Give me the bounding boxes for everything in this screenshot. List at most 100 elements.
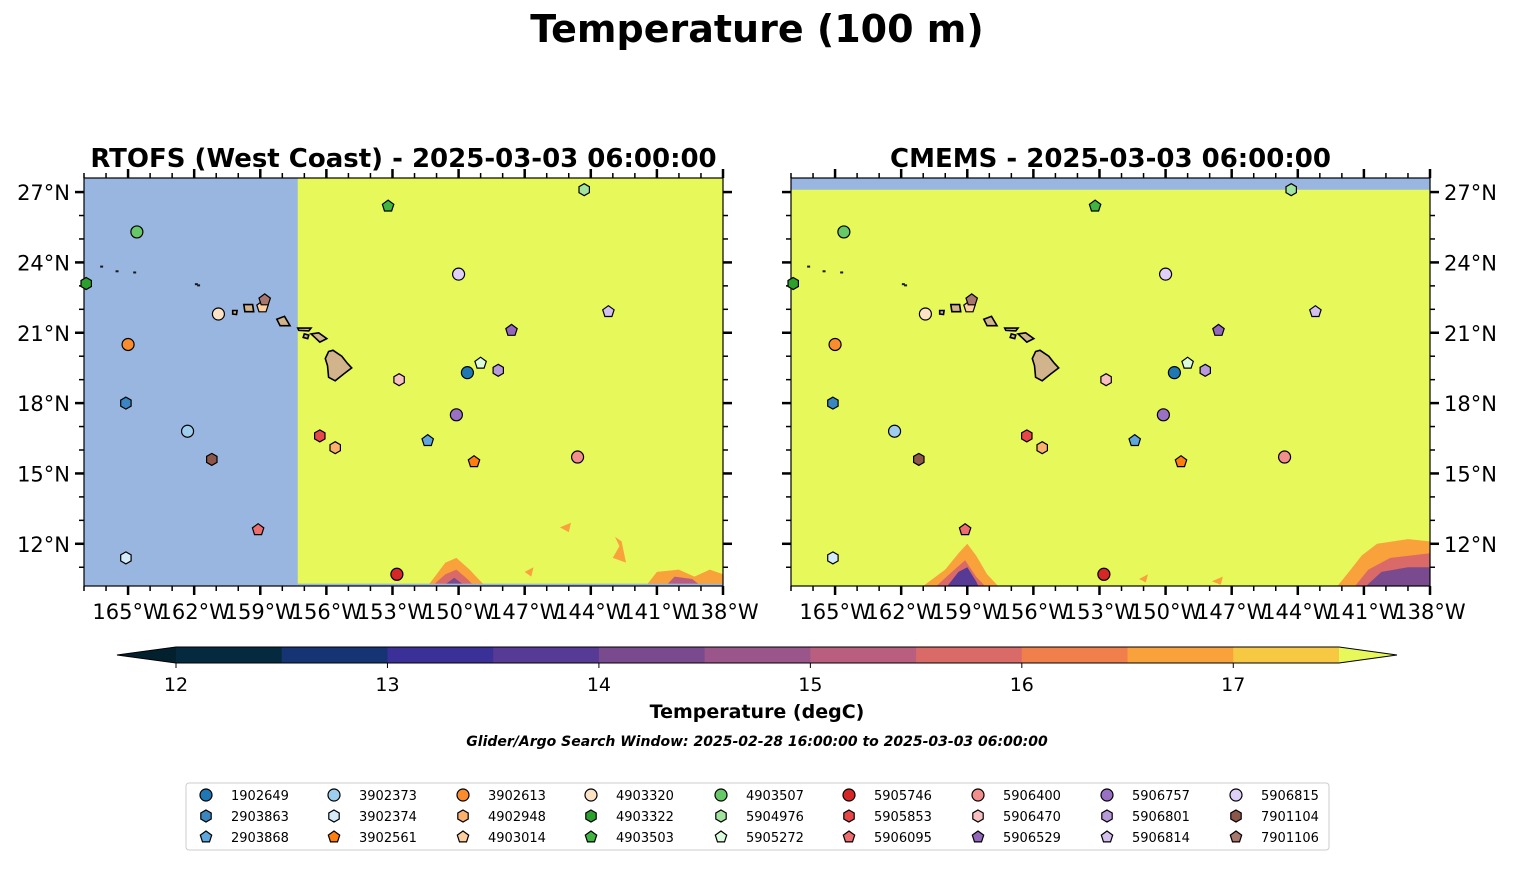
colorbar-tick-label: 14 [587, 674, 611, 696]
y-tick-label: 27°N [17, 181, 70, 205]
y-tick-label: 12°N [1444, 533, 1497, 557]
panel-title: CMEMS - 2025-03-03 06:00:00 [890, 144, 1331, 174]
colorbar-bin [916, 647, 1023, 663]
legend-marker-3902374 [328, 809, 340, 823]
legend-marker-7901106 [1229, 830, 1243, 843]
islet [100, 265, 104, 268]
colorbar-bin [387, 647, 494, 663]
legend-marker-7901104 [1230, 809, 1242, 823]
y-tick-label: 21°N [17, 322, 70, 346]
legend-marker-5905746 [842, 788, 856, 802]
legend-item: 3902613 [456, 788, 546, 804]
islet [840, 271, 844, 274]
float-marker-5905272 [1181, 356, 1195, 369]
islet [807, 265, 811, 268]
y-tick-label: 21°N [1444, 322, 1497, 346]
legend-marker-4902948 [457, 809, 469, 823]
float-marker-5906801 [492, 363, 504, 377]
legend-item: 5906814 [1100, 830, 1190, 846]
islet [904, 284, 908, 287]
float-marker-2903863 [120, 396, 132, 410]
panel-rtofs: 165°W162°W159°W156°W153°W150°W147°W144°W… [17, 144, 759, 624]
legend-label: 5904976 [746, 810, 804, 825]
island [296, 327, 313, 332]
float-marker-3902374 [827, 551, 839, 565]
colorbar-bin [493, 647, 600, 663]
float-marker-5906470 [393, 373, 405, 387]
colorbar-tick-label: 16 [1010, 674, 1034, 696]
legend-label: 2903868 [231, 831, 289, 846]
legend-box [185, 782, 1330, 851]
island [1009, 332, 1017, 340]
legend-label: 7901106 [1261, 831, 1319, 846]
legend-item: 3902373 [327, 788, 417, 804]
legend-marker-5904976 [715, 809, 727, 823]
legend-marker-1902649 [199, 788, 213, 802]
legend-item: 5906095 [842, 830, 932, 846]
temperature-contour [1139, 574, 1148, 583]
float-marker-7901104 [912, 452, 925, 467]
legend-marker-5906470 [972, 809, 984, 823]
colorbar-bin [1233, 647, 1340, 663]
float-marker-4903507 [837, 225, 851, 239]
legend-item: 5906529 [971, 830, 1061, 846]
legend-item: 5906400 [971, 788, 1061, 804]
legend-label: 5906814 [1132, 831, 1190, 846]
legend-label: 5905746 [874, 789, 932, 804]
legend-item: 5906470 [972, 809, 1061, 825]
y-tick-label: 18°N [17, 392, 70, 416]
temperature-contour [947, 567, 979, 586]
island [1003, 327, 1020, 332]
x-tick-label: 150°W [1130, 600, 1202, 624]
legend-item: 5905272 [714, 830, 804, 846]
legend-item: 2903868 [199, 830, 289, 846]
legend-label: 7901104 [1261, 810, 1319, 825]
x-tick-label: 165°W [92, 600, 164, 624]
island [1031, 349, 1060, 382]
colorbar-over-extension [1339, 647, 1397, 663]
y-tick-label: 15°N [17, 462, 70, 486]
float-marker-5905746 [390, 567, 404, 581]
legend-label: 5906470 [1003, 810, 1061, 825]
x-tick-label: 156°W [291, 600, 363, 624]
legend-label: 3902374 [359, 810, 417, 825]
float-marker-1902649 [1167, 366, 1182, 380]
legend-label: 5905853 [874, 810, 932, 825]
y-tick-label: 15°N [1444, 462, 1497, 486]
colorbar-tick-label: 17 [1221, 674, 1245, 696]
legend-item: 5905853 [843, 809, 932, 825]
float-marker-4903322 [787, 276, 800, 291]
colorbar-tick-label: 15 [798, 674, 822, 696]
temperature-contour [1211, 576, 1223, 585]
islet [197, 284, 201, 287]
temperature-contour [1366, 567, 1430, 586]
float-marker-4902948 [329, 441, 341, 455]
float-marker-3902373 [887, 424, 902, 438]
legend-marker-4903507 [714, 788, 728, 802]
figure-title: Temperature (100 m) [530, 7, 983, 51]
float-marker-3902561 [1174, 454, 1188, 468]
x-tick-label: 153°W [357, 600, 429, 624]
island [242, 303, 255, 313]
legend-item: 5905746 [842, 788, 932, 804]
island [231, 309, 239, 316]
legend-item: 2903863 [200, 809, 289, 825]
temperature-contour [612, 536, 626, 563]
legend-label: 1902649 [231, 789, 289, 804]
legend-label: 3902373 [359, 789, 417, 804]
float-marker-5906814 [601, 304, 615, 318]
islet [133, 271, 137, 274]
colorbar-bin [598, 647, 706, 663]
x-tick-label: 156°W [998, 600, 1070, 624]
x-tick-label: 138°W [1394, 600, 1466, 624]
legend-item: 4903322 [585, 809, 674, 825]
colorbar-tick-label: 13 [375, 674, 399, 696]
search-window-note: Glider/Argo Search Window: 2025-02-28 16… [466, 734, 1048, 750]
colorbar: 12 13 14 15 16 17 [116, 646, 1398, 696]
float-marker-7901106 [965, 293, 979, 306]
float-marker-5906529 [1212, 323, 1225, 336]
legend-item: 4903320 [584, 788, 674, 804]
float-marker-2903863 [827, 396, 839, 410]
legend-label: 4903320 [616, 789, 674, 804]
legend-marker-5906801 [1101, 809, 1113, 823]
